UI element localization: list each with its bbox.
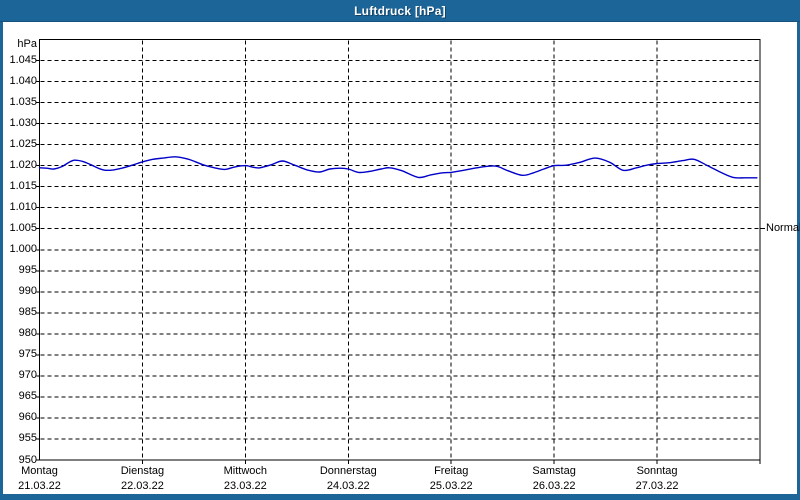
y-axis-tick-label: 1.035 [9, 96, 37, 109]
y-axis-tick-label: 970 [18, 369, 37, 382]
x-axis-date-label: 23.03.22 [223, 480, 267, 492]
y-axis-tick-label: 1.040 [9, 75, 37, 88]
x-axis-weekday-label: Freitag [434, 465, 469, 477]
x-axis-weekday-label: Sonntag [636, 465, 678, 477]
x-axis-date-label: 22.03.22 [121, 480, 164, 492]
y-axis-tick-label: 960 [18, 411, 37, 424]
y-axis-tick-label: 1.005 [9, 222, 37, 235]
y-axis-tick-label: 1.010 [9, 201, 37, 214]
x-axis-date-label: 24.03.22 [326, 480, 370, 492]
x-axis-weekday-label: Dienstag [120, 465, 165, 477]
chart-title: Luftdruck [hPa] [354, 3, 446, 18]
x-axis-date-label: 26.03.22 [532, 480, 576, 492]
x-axis-date-label: 25.03.22 [429, 480, 473, 492]
y-axis-unit-label: hPa [17, 38, 37, 50]
y-axis-tick-label: 955 [18, 432, 37, 445]
x-axis-weekday-label: Donnerstag [319, 465, 377, 477]
y-axis-tick-label: 980 [18, 327, 37, 340]
y-axis-tick-label: 1.025 [9, 138, 37, 151]
y-axis-tick-label: 965 [18, 390, 37, 403]
x-axis-weekday-label: Montag [21, 465, 58, 477]
y-axis-tick-label: 1.045 [9, 54, 37, 67]
y-axis-tick-label: 1.015 [9, 180, 37, 193]
normal-marker-label: Normal [766, 221, 800, 234]
x-axis-date-label: 21.03.22 [18, 480, 61, 492]
x-axis-weekday-label: Mittwoch [223, 465, 268, 477]
y-axis-tick-label: 1.030 [9, 117, 37, 130]
y-axis-tick-label: 985 [18, 306, 37, 319]
y-axis-tick-label: 1.000 [9, 243, 37, 256]
y-axis-tick-label: 950 [18, 453, 37, 466]
x-axis-date-label: 27.03.22 [635, 480, 679, 492]
x-axis-weekday-label: Samstag [532, 465, 576, 477]
y-axis-tick-label: 1.020 [9, 159, 37, 172]
y-axis-tick-label: 975 [18, 348, 37, 361]
y-axis-tick-label: 990 [18, 285, 37, 298]
chart-area [3, 22, 797, 494]
titlebar: Luftdruck [hPa] [0, 0, 800, 22]
y-axis-tick-label: 995 [18, 264, 37, 277]
